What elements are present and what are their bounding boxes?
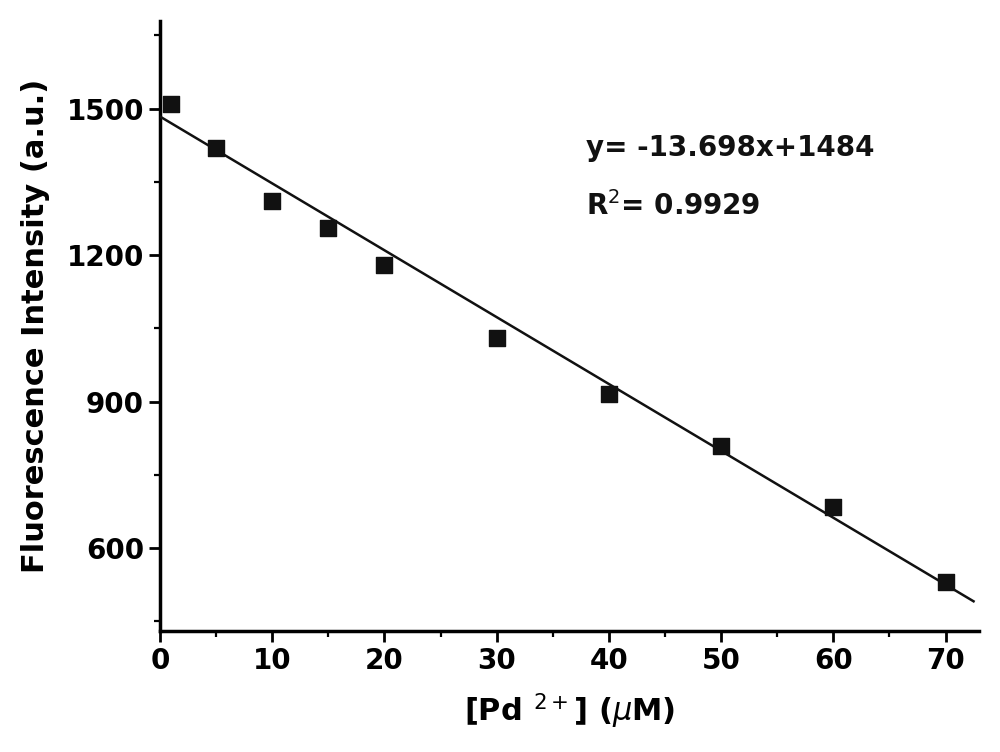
Point: [208, 141, 224, 153]
X-axis label: [Pd $^{2+}$] ($\mu$M): [Pd $^{2+}$] ($\mu$M): [464, 692, 675, 731]
Point: [489, 332, 505, 344]
Point: [713, 439, 729, 451]
Text: R$^{2}$= 0.9929: R$^{2}$= 0.9929: [586, 191, 760, 221]
Point: [163, 98, 179, 110]
Y-axis label: Fluorescence Intensity (a.u.): Fluorescence Intensity (a.u.): [21, 79, 50, 573]
Point: [376, 259, 392, 271]
Point: [938, 576, 954, 588]
Point: [601, 388, 617, 400]
Text: y= -13.698x+1484: y= -13.698x+1484: [586, 134, 875, 162]
Point: [264, 196, 280, 208]
Point: [825, 501, 841, 513]
Point: [320, 223, 336, 235]
